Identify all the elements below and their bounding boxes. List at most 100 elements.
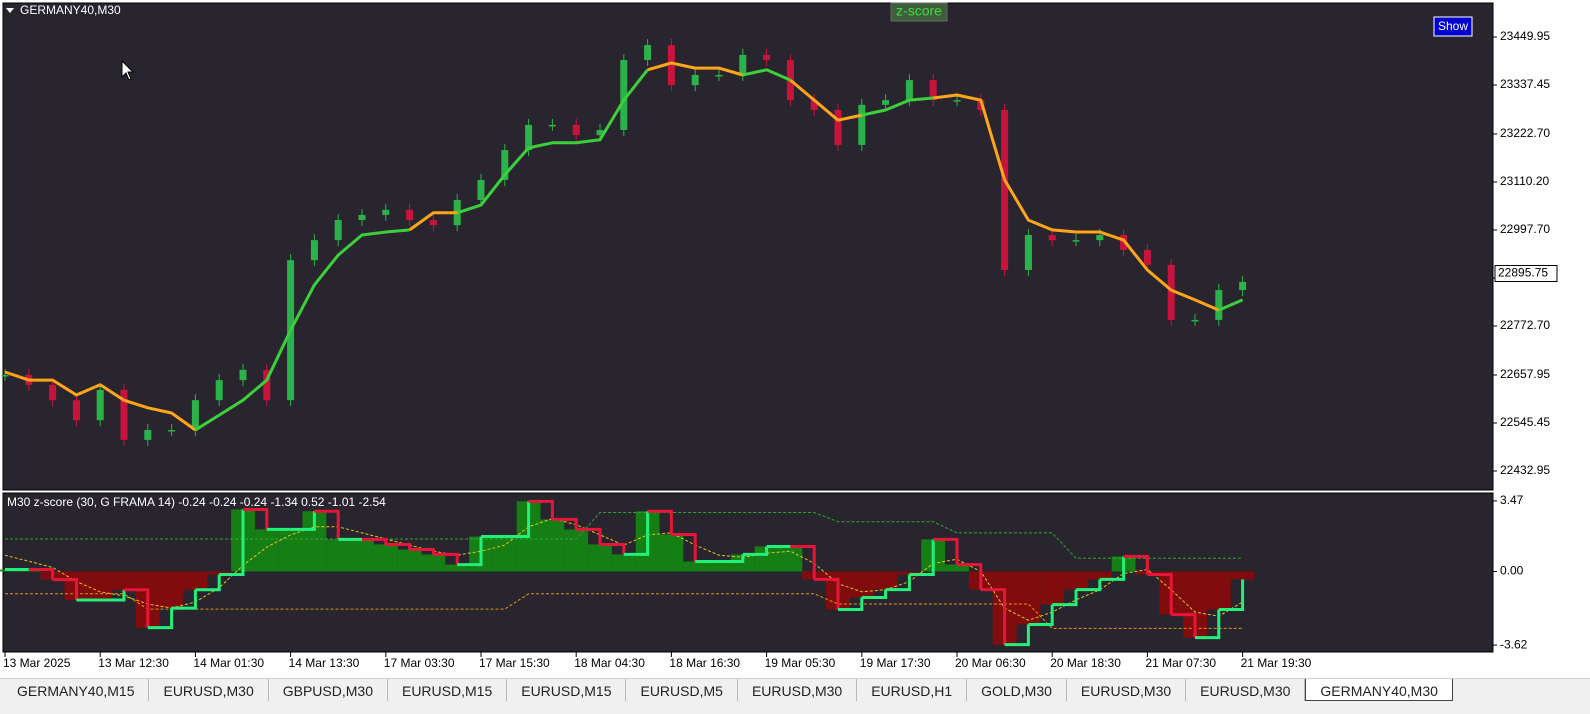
candle [191,400,199,431]
band-line [5,593,1243,629]
chart-tab[interactable]: GOLD,M30 [967,679,1067,701]
histogram-bar [873,571,898,590]
zscore-step [1052,589,1078,607]
candle [358,214,366,221]
zscore-step [528,499,554,520]
histogram-bar [326,539,351,572]
candle [429,220,437,226]
chart-tab[interactable]: EURUSD,M5 [626,679,738,701]
chart-tab[interactable]: GBPUSD,M30 [269,679,388,701]
candle [1096,234,1104,241]
candle [810,100,818,110]
candle [905,80,913,101]
x-tick-label: 13 Mar 12:30 [98,656,169,670]
histogram-bar [1230,571,1255,580]
tab-bar: GERMANY40,M15 EURUSD,M30 GBPUSD,M30 EURUSD,… [0,678,1590,714]
chart-tab[interactable]: EURUSD,M30 [1067,679,1187,701]
zscore-step [385,542,412,550]
moving-average-line [194,68,1244,432]
candle [882,100,890,105]
zscore-step [576,527,602,545]
histogram-bar [302,511,327,572]
histogram-bar [373,544,398,572]
x-tick-label: 14 Mar 01:30 [193,656,264,670]
x-tick-label: 14 Mar 13:30 [289,656,360,670]
chart-tab[interactable]: EURUSD,M30 [149,679,269,701]
histogram-bar [1016,571,1041,625]
candle [501,150,509,180]
show-button-text[interactable]: Show [1438,19,1468,33]
x-tick-label: 18 Mar 04:30 [574,656,645,670]
zscore-step [219,509,245,577]
candle [477,179,485,201]
y-tick-label: 23449.95 [1500,29,1550,43]
candle [1167,264,1175,320]
candle [953,100,961,102]
histogram-bar [183,571,208,590]
candle [239,369,247,381]
histogram-bar [1087,571,1112,580]
x-tick-label: 17 Mar 03:30 [384,656,455,670]
zscore-step [1028,604,1054,627]
y-tick-label: 22772.70 [1500,318,1550,332]
candle [120,389,128,440]
histogram-bar [588,544,612,572]
candle [739,54,747,75]
histogram-bar [1040,571,1065,605]
candle [858,104,866,145]
histogram-bar [1183,571,1207,638]
zscore-step [124,588,150,628]
menu-triangle[interactable] [6,8,14,13]
x-tick-label: 21 Mar 07:30 [1145,656,1216,670]
candle [1239,281,1247,291]
histogram-bar [1206,571,1231,610]
zscore-step [647,509,673,535]
zscore-step [1171,613,1197,638]
y-tick-label: 23222.70 [1500,126,1550,140]
zscore-step [623,511,650,556]
zscore-step [362,537,388,545]
histogram-bar [397,549,422,572]
last-price-box [1494,265,1558,283]
zscore-step [243,507,269,530]
y-tick-label: -3.62 [1500,637,1528,651]
y-tick-label: 0.00 [1500,564,1524,578]
chart-tab[interactable]: EURUSD,M15 [388,679,508,701]
candle [334,220,342,241]
candle [1024,234,1032,270]
chart-tab[interactable]: EURUSD,H1 [857,679,968,701]
candle [1215,290,1223,320]
show-button[interactable] [1433,16,1473,37]
zscore-step [980,588,1007,645]
chart-tab[interactable]: GERMANY40,M15 [3,679,150,701]
candle [525,124,533,151]
zscore-step [838,597,864,612]
chart-tab[interactable]: GERMANY40,M30 [1305,679,1453,701]
zscore-step [409,548,435,555]
candle [1048,234,1056,241]
x-tick-label: 20 Mar 18:30 [1050,656,1121,670]
candle [834,109,842,145]
candle [310,240,318,261]
histogram-bar [611,554,636,572]
histogram-bar [683,561,708,572]
chart-tab[interactable]: EURUSD,M30 [1186,679,1306,701]
candle [49,384,57,401]
candle [263,369,271,401]
zscore-step [28,567,55,580]
zscore-step [1076,579,1102,592]
zscore-step [552,517,578,530]
candle [929,80,937,101]
chart-tab[interactable]: EURUSD,M30 [738,679,858,701]
candle [620,60,628,131]
histogram-bar [421,554,446,572]
chart-tab[interactable]: EURUSD,M15 [507,679,627,701]
x-tick-label: 19 Mar 17:30 [860,656,931,670]
candle [572,124,580,136]
histogram-bar [350,539,374,572]
y-tick-label: 23110.20 [1500,174,1549,188]
histogram-bar [540,519,565,572]
x-tick-label: 19 Mar 05:30 [765,656,836,670]
x-tick-label: 21 Mar 19:30 [1241,656,1312,670]
